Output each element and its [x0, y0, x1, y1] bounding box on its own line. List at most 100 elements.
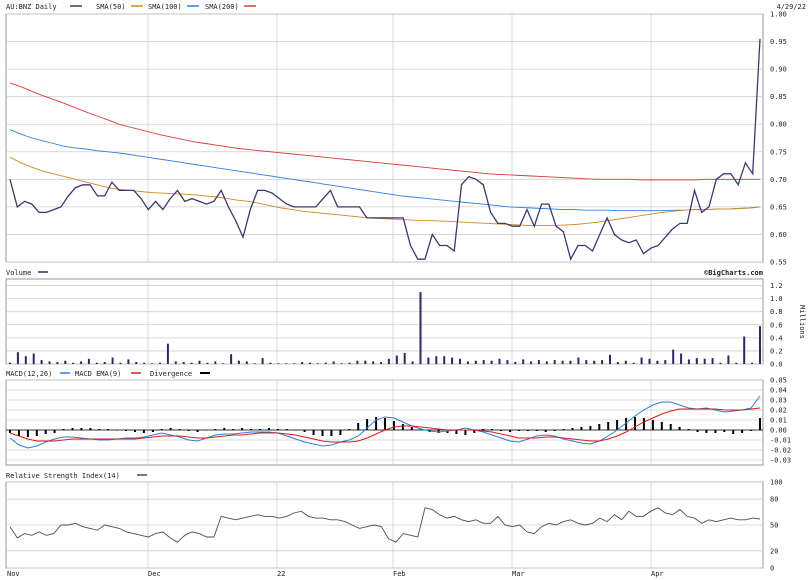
price-lines: [9, 38, 761, 261]
macd-divergence-bars: [9, 417, 761, 437]
divergence-bar: [366, 419, 369, 430]
price-tick-label: 1.00: [770, 11, 787, 19]
price-axis: 0.55 0.60 0.65 0.70 0.75 0.80 0.85 0.90 0.95 1.00: [770, 11, 787, 267]
volume-bar: [16, 352, 19, 364]
rsi-tick-label: 20: [770, 547, 778, 555]
volume-bar: [356, 360, 359, 364]
volume-bar: [561, 360, 564, 364]
volume-bar: [32, 353, 35, 364]
volume-bar: [348, 362, 351, 364]
volume-bar: [403, 352, 406, 364]
divergence-bar: [151, 430, 154, 432]
rsi-tick-label: 50: [770, 522, 778, 530]
volume-bar: [56, 362, 59, 364]
price-tick-label: 0.85: [770, 93, 787, 101]
divergence-bar: [669, 424, 672, 430]
volume-bar: [40, 360, 43, 364]
price-plot-frame: [5, 13, 764, 263]
volume-bar: [87, 358, 90, 364]
divergence-bar: [357, 423, 360, 430]
rsi-header: [0, 469, 812, 481]
volume-header: [0, 266, 812, 278]
volume-bar: [214, 361, 217, 364]
divergence-bar: [526, 430, 529, 431]
divergence-bar: [98, 429, 101, 430]
divergence-bar: [223, 428, 226, 430]
divergence-bar: [696, 430, 699, 432]
volume-bar: [514, 362, 517, 364]
divergence-bar: [259, 429, 261, 430]
divergence-bar: [678, 427, 681, 430]
divergence-bar: [642, 418, 645, 430]
legend-label-sma50: SMA(50): [96, 3, 126, 11]
volume-bar: [380, 362, 383, 364]
volume-bar: [759, 326, 761, 364]
rsi-tick-label: 100: [770, 479, 783, 487]
divergence-bar: [616, 420, 619, 430]
volume-bar: [372, 361, 375, 364]
vol-tick-label: 1.2: [770, 282, 783, 290]
sma200-line: [9, 82, 760, 181]
rsi-axis: 0 20 50 80 100: [770, 479, 783, 573]
divergence-bar: [651, 420, 654, 430]
divergence-bar: [723, 430, 726, 432]
volume-bar: [309, 362, 311, 364]
month-label: Apr: [651, 570, 664, 578]
volume-bar: [166, 343, 169, 364]
divergence-bar: [62, 429, 65, 430]
divergence-bar: [473, 430, 476, 433]
vol-tick-label: 0.6: [770, 321, 783, 329]
divergence-bar: [160, 429, 163, 430]
divergence-bar: [53, 430, 56, 433]
volume-bar: [119, 362, 122, 364]
volume-grid: [6, 279, 763, 365]
volume-bar: [364, 360, 367, 364]
volume-bar: [695, 358, 698, 364]
divergence-bar: [17, 430, 20, 436]
divergence-bar: [142, 430, 145, 433]
volume-bar: [230, 354, 233, 364]
divergence-bar: [9, 430, 11, 433]
macd-tick-label: 0.00: [770, 427, 787, 435]
volume-bar: [490, 360, 493, 364]
volume-bar: [545, 361, 548, 364]
divergence-bar: [741, 430, 744, 433]
price-tick-label: 0.60: [770, 231, 787, 239]
volume-bar: [253, 363, 256, 364]
volume-bar: [190, 362, 193, 364]
divergence-bar: [312, 430, 315, 435]
volume-bar: [656, 360, 659, 364]
volume-bar: [48, 361, 51, 364]
volume-bar: [143, 362, 146, 364]
volume-bar: [127, 359, 130, 364]
divergence-bar: [241, 428, 244, 430]
divergence-bar: [178, 429, 181, 430]
volume-bar: [237, 360, 240, 364]
volume-bar: [664, 360, 667, 364]
sma100-line: [9, 129, 761, 212]
divergence-bar: [80, 428, 83, 430]
volume-bar: [324, 362, 327, 364]
divergence-bar: [44, 430, 47, 434]
rsi-grid: [6, 481, 763, 569]
volume-bar: [159, 362, 161, 364]
volume-bar: [332, 361, 335, 364]
macd-tick-label: -0.02: [770, 447, 791, 455]
volume-bar: [135, 362, 138, 364]
volume-bar: [103, 362, 106, 364]
divergence-bar: [607, 422, 610, 430]
month-axis: Nov Dec 22 Feb Mar Apr: [7, 570, 664, 578]
divergence-bar: [321, 430, 324, 436]
volume-bar: [687, 359, 690, 364]
price-tick-label: 0.70: [770, 176, 787, 184]
source-credit: ©BigCharts.com: [704, 269, 763, 277]
divergence-bar: [214, 429, 217, 430]
divergence-bar: [553, 430, 556, 431]
volume-bar: [151, 363, 154, 364]
month-label: Feb: [393, 570, 406, 578]
rsi-title: Relative Strength Index(14): [6, 472, 120, 480]
price-tick-label: 0.55: [770, 259, 787, 267]
divergence-bar: [714, 430, 717, 433]
divergence-bar: [660, 422, 663, 430]
